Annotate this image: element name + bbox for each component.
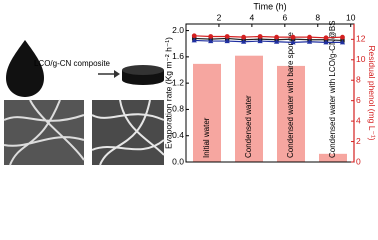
y2-tick-label: 8 <box>356 74 361 84</box>
x-axis-title: Time (h) <box>253 1 286 11</box>
x-tick-label: 2 <box>217 12 222 22</box>
line <box>194 35 343 39</box>
x-tick-label: 4 <box>250 12 255 22</box>
marker <box>273 38 280 44</box>
chart: Initial water Condensed water Condensed wa… <box>163 1 377 166</box>
y-tick-label: 1.2 <box>172 77 184 87</box>
marker <box>257 38 263 44</box>
y2-tick-label: 2 <box>356 136 361 146</box>
x-tick-label: 10 <box>346 12 356 22</box>
line <box>194 37 343 42</box>
marker <box>241 38 247 44</box>
y-tick-label: 2.0 <box>172 25 184 35</box>
marker <box>191 33 197 39</box>
y2-tick-label: 12 <box>356 34 366 44</box>
bar <box>193 63 221 162</box>
sem-fibers <box>91 99 165 166</box>
bar-label: Initial water <box>202 117 211 158</box>
disc-top <box>122 65 164 75</box>
sem-fibers <box>3 99 85 166</box>
y2-axis-title: Residual phenol (mg L⁻¹) <box>367 45 377 140</box>
marker <box>224 34 230 39</box>
marker <box>339 39 346 45</box>
marker <box>241 34 247 40</box>
y2-tick-label: 6 <box>356 95 361 105</box>
marker <box>208 34 214 39</box>
y-tick-label: 0.8 <box>172 104 184 114</box>
marker <box>191 37 197 43</box>
bar-label: Condensed water <box>244 95 253 158</box>
marker <box>257 34 263 39</box>
marker <box>274 34 279 40</box>
illustration: LCO/g-CN composite <box>3 40 165 166</box>
bar <box>277 65 305 162</box>
marker <box>208 38 214 44</box>
y2-tick-label: 10 <box>356 54 366 64</box>
composite-label: LCO/g-CN composite <box>34 59 111 68</box>
page: {"illustration": {"label": "LCO/g-CN com… <box>3 1 377 167</box>
x-tick-label: 8 <box>315 12 320 22</box>
bar-label: Condensed water with bare sponge <box>286 32 295 158</box>
marker <box>323 35 329 41</box>
marker <box>340 34 345 40</box>
marker <box>307 34 312 40</box>
disc-bottom <box>122 75 164 85</box>
sem-image <box>92 100 164 165</box>
line <box>194 39 343 44</box>
x-tick-label: 6 <box>282 12 287 22</box>
y2-tick-label: 4 <box>356 115 361 125</box>
y-axis-title: Evaporation rate (Kg m⁻² h⁻¹) <box>163 37 173 149</box>
marker <box>306 38 313 44</box>
y-tick-label: 0.0 <box>172 156 184 166</box>
y-tick-label: 1.6 <box>172 51 184 61</box>
marker <box>290 34 296 40</box>
marker <box>224 38 230 44</box>
y-tick-label: 0.4 <box>172 130 184 140</box>
bar <box>235 55 263 162</box>
marker <box>290 39 296 45</box>
figure: LCO/g-CN composite Initial water Condense… <box>3 1 377 166</box>
arrow-head <box>114 70 120 78</box>
y2-tick-label: 0 <box>356 156 361 166</box>
marker <box>323 39 329 45</box>
bar-label: Condensed water with LCO/g-CN@BS <box>328 20 337 158</box>
bar <box>319 153 347 162</box>
drop-shape <box>6 40 44 97</box>
